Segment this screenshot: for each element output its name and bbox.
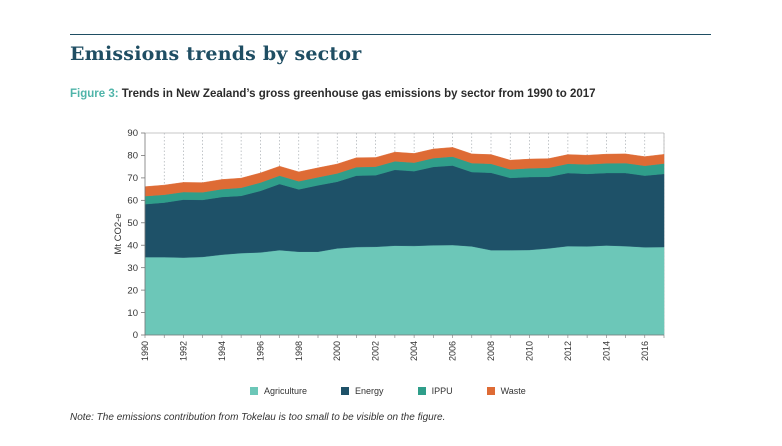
x-tick-label: 2012 — [563, 341, 573, 361]
legend-item-ippu: IPPU — [417, 386, 453, 396]
legend-label-ippu: IPPU — [431, 386, 453, 396]
legend-label-waste: Waste — [500, 386, 526, 396]
legend-item-energy: Energy — [341, 386, 384, 396]
x-tick-label: 2016 — [640, 341, 650, 361]
x-tick-label: 1990 — [140, 341, 150, 361]
page-heading: Emissions trends by sector — [70, 43, 362, 65]
figure-note: Note: The emissions contribution from To… — [70, 412, 446, 423]
y-tick-label: 40 — [127, 240, 138, 251]
legend-swatch-waste — [486, 387, 495, 395]
figure-caption: Figure 3: Trends in New Zealand’s gross … — [70, 88, 596, 100]
figure-number: Figure 3: — [70, 88, 119, 100]
y-tick-label: 10 — [127, 308, 138, 319]
y-tick-label: 90 — [127, 128, 138, 139]
legend-label-energy: Energy — [355, 386, 384, 396]
x-tick-label: 2004 — [409, 341, 419, 361]
x-tick-label: 2010 — [524, 341, 534, 361]
x-tick-label: 1996 — [255, 341, 265, 361]
chart-legend: Agriculture Energy IPPU Waste — [250, 386, 610, 396]
legend-swatch-ippu — [417, 387, 426, 395]
y-tick-label: 30 — [127, 263, 138, 274]
top-rule — [70, 34, 711, 35]
x-tick-label: 2006 — [448, 341, 458, 361]
x-tick-label: 1994 — [217, 341, 227, 361]
y-tick-label: 0 — [133, 330, 138, 341]
legend-item-waste: Waste — [486, 386, 526, 396]
y-tick-label: 50 — [127, 218, 138, 229]
y-axis-label: Mt CO2-e — [113, 213, 124, 254]
legend-swatch-energy — [341, 387, 350, 395]
legend-item-agriculture: Agriculture — [250, 386, 307, 396]
area-layer — [144, 147, 665, 336]
axis-layer: 0 10 20 30 40 50 60 70 80 90 1990 1992 1994 1996 1998 2… — [127, 128, 665, 361]
x-tick-label: 1992 — [178, 341, 188, 361]
y-tick-label: 60 — [127, 196, 138, 207]
emissions-area-chart: 0 10 20 30 40 50 60 70 80 90 1990 1992 1994 1996 1998 2… — [113, 128, 665, 361]
y-tick-label: 20 — [127, 285, 138, 296]
legend-label-agriculture: Agriculture — [264, 386, 308, 396]
x-tick-label: 2014 — [601, 341, 611, 361]
legend-swatch-agriculture — [250, 387, 258, 395]
area-waste — [144, 147, 665, 197]
x-tick-label: 1998 — [294, 341, 304, 361]
figure-title: Trends in New Zealand’s gross greenhouse… — [121, 88, 596, 100]
y-tick-label: 70 — [127, 173, 138, 184]
y-tick-label: 80 — [127, 151, 138, 162]
x-tick-label: 2000 — [332, 341, 342, 361]
x-tick-label: 2008 — [486, 341, 496, 361]
area-agriculture — [144, 244, 665, 336]
x-tick-label: 2002 — [371, 341, 381, 361]
